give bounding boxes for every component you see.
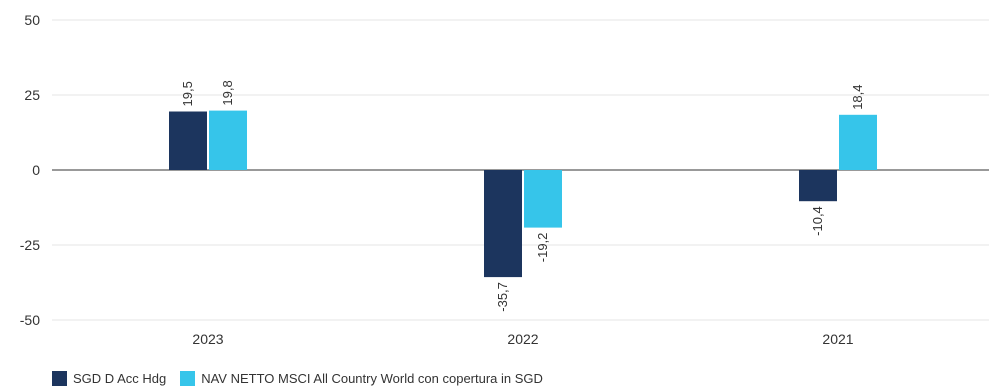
x-tick-label: 2023 [192, 331, 223, 347]
legend-item-series-2: NAV NETTO MSCI All Country World con cop… [180, 371, 543, 386]
data-label-series-1-2021: -10,4 [810, 206, 825, 236]
y-tick-label: -25 [20, 237, 40, 253]
x-tick-label: 2021 [822, 331, 853, 347]
y-tick-label: 0 [32, 162, 40, 178]
y-axis-ticks: 50 25 0 -25 -50 [20, 12, 40, 328]
data-label-series-1-2023: 19,5 [180, 81, 195, 106]
legend: SGD D Acc Hdg NAV NETTO MSCI All Country… [52, 371, 557, 386]
legend-label-series-1: SGD D Acc Hdg [73, 371, 167, 386]
legend-swatch-series-1 [52, 371, 67, 386]
bar-series-2-2021 [839, 114, 877, 170]
data-labels: 19,5 19,8 -35,7 -19,2 -10,4 18,4 [180, 80, 865, 311]
legend-label-series-2: NAV NETTO MSCI All Country World con cop… [201, 371, 543, 386]
x-axis-ticks: 2023 2022 2021 [192, 331, 853, 347]
data-label-series-1-2022: -35,7 [495, 282, 510, 312]
legend-swatch-series-2 [180, 371, 196, 386]
data-label-series-2-2021: 18,4 [850, 84, 865, 109]
bar-series-2-2023 [209, 110, 247, 170]
data-label-series-2-2022: -19,2 [535, 233, 550, 263]
bar-series-1-2023 [169, 111, 207, 170]
y-tick-label: 25 [24, 87, 40, 103]
y-tick-label: -50 [20, 312, 40, 328]
data-label-series-2-2023: 19,8 [220, 80, 235, 105]
bar-series-1-2022 [484, 170, 522, 278]
bar-series-1-2021 [799, 170, 837, 202]
y-tick-label: 50 [24, 12, 40, 28]
legend-item-series-1: SGD D Acc Hdg [52, 371, 166, 386]
bars [169, 110, 877, 278]
x-tick-label: 2022 [507, 331, 538, 347]
bar-series-2-2022 [524, 170, 562, 228]
